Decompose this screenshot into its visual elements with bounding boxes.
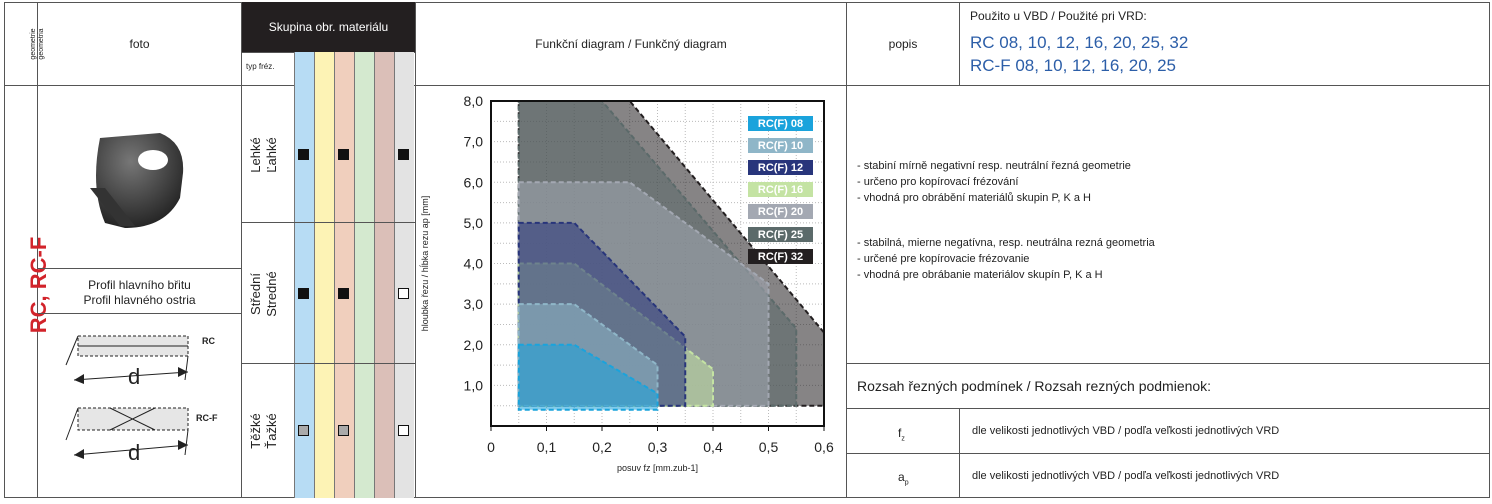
y-tick-label: 6,0: [464, 174, 484, 190]
suitability-mark: [398, 148, 409, 160]
suitability-mark: [298, 287, 309, 299]
used-in-label: Použito u VBD / Použité pri VRD:: [970, 9, 1147, 23]
description-line: - určené pre kopírovacie frézovanie: [857, 253, 1030, 265]
profile-d-label: d: [128, 364, 141, 389]
material-group-header: Skupina obr. materiálu: [242, 2, 415, 52]
conditions-title: Rozsah řezných podmínek / Rozsah rezných…: [857, 378, 1212, 394]
col-divider: [241, 2, 242, 498]
cond-divider: [847, 363, 1490, 364]
rcf-sizes: RC-F 08, 10, 12, 16, 20, 25: [970, 56, 1177, 75]
x-tick-label: 0,3: [648, 439, 668, 455]
row-label: Lehké Ľahké: [248, 136, 279, 173]
profile-drawing: [65, 335, 189, 459]
row-divider: [242, 222, 415, 223]
y-tick-label: 2,0: [464, 337, 484, 353]
fz-text: dle velikosti jednotlivých VBD / podľa v…: [972, 425, 1280, 437]
popis-header: popis: [888, 36, 918, 51]
description-line: - vhodná pro obrábění materiálů skupin P…: [857, 192, 1091, 204]
suitability-mark: [298, 425, 309, 436]
legend-item: RC(F) 12: [748, 160, 813, 175]
cond-col-divider: [959, 408, 960, 498]
x-tick-label: 0,5: [759, 439, 779, 455]
profile-rcf-label: RC-F: [196, 413, 218, 423]
x-tick-label: 0,2: [592, 439, 612, 455]
col-divider: [959, 2, 960, 85]
material-stripe-m: [314, 52, 334, 498]
legend-item: RC(F) 20: [748, 204, 813, 219]
rc-sizes: RC 08, 10, 12, 16, 20, 25, 32: [970, 33, 1189, 52]
x-axis-label: posuv fz [mm.zub-1]: [617, 463, 698, 473]
y-tick-label: 3,0: [464, 296, 484, 312]
cond-divider: [847, 408, 1490, 409]
suitability-mark: [398, 425, 409, 436]
row-divider: [242, 363, 415, 364]
legend-item: RC(F) 32: [748, 249, 813, 264]
ap-text: dle velikosti jednotlivých VBD / podľa v…: [972, 470, 1280, 482]
legend-item: RC(F) 10: [748, 138, 813, 153]
material-stripe-n: [354, 52, 374, 498]
mill-type-label: typ fréz.: [246, 62, 275, 71]
col-divider: [415, 2, 416, 498]
material-stripe-p: [294, 52, 314, 498]
row-label: Těžké Ťažké: [248, 413, 279, 449]
table-border: [4, 2, 1490, 498]
foto-header: foto: [129, 36, 150, 51]
col-divider: [37, 2, 38, 498]
suitability-mark: [338, 287, 349, 299]
series-area: [517, 343, 659, 411]
photo-divider: [38, 268, 241, 269]
insert-photo: [90, 133, 184, 228]
profile-title-cz: Profil hlavního břitu: [88, 278, 191, 292]
material-stripe-h: [394, 52, 414, 498]
x-tick-label: 0: [487, 439, 495, 455]
suitability-mark: [338, 425, 349, 436]
function-diagram: 0 0,1 0,2 0,3 0,4 0,5 0,6 1,0 2,0 3,0 4,0 5,0 6,0 7,0…: [419, 93, 834, 473]
ap-symbol: ap: [898, 470, 909, 487]
profile-title-sk: Profil hlavného ostria: [83, 293, 196, 307]
cond-divider: [847, 453, 1490, 454]
y-tick-label: 4,0: [464, 256, 484, 272]
x-tick-label: 0,4: [703, 439, 723, 455]
legend-item: RC(F) 25: [748, 227, 813, 242]
description-line: - stabilná, mierne negatívna, resp. neut…: [857, 237, 1155, 249]
y-axis-label: hloubka řezu / hĺbka rezu ap [mm]: [419, 196, 430, 332]
y-tick-label: 8,0: [464, 93, 484, 109]
x-tick-label: 0,6: [814, 439, 834, 455]
material-stripe-s: [374, 52, 394, 498]
y-tick-label: 5,0: [464, 215, 484, 231]
description-line: - stabiní mírně negativní resp. neutráln…: [857, 160, 1131, 172]
legend-item: RC(F) 08: [748, 116, 813, 131]
profile-divider: [38, 313, 241, 314]
x-tick-label: 0,1: [537, 439, 557, 455]
y-tick-label: 1,0: [464, 377, 484, 393]
suitability-mark: [298, 148, 309, 160]
legend-item: RC(F) 16: [748, 182, 813, 197]
fz-symbol: fz: [898, 426, 905, 443]
profile-rc-label: RC: [202, 336, 215, 346]
suitability-mark: [338, 148, 349, 160]
y-tick-label: 7,0: [464, 134, 484, 150]
row-label: Střední Stredné: [248, 270, 279, 317]
description-line: - určeno pro kopírovací frézování: [857, 176, 1019, 188]
description-line: - vhodná pre obrábanie materiálov skupín…: [857, 269, 1103, 281]
header-divider: [4, 85, 1490, 86]
col-divider: [846, 2, 847, 498]
diagram-title: Funkční diagram / Funkčný diagram: [535, 36, 727, 51]
profile-d-label-2: d: [128, 440, 141, 465]
material-stripe-k: [334, 52, 354, 498]
suitability-mark: [398, 287, 409, 299]
